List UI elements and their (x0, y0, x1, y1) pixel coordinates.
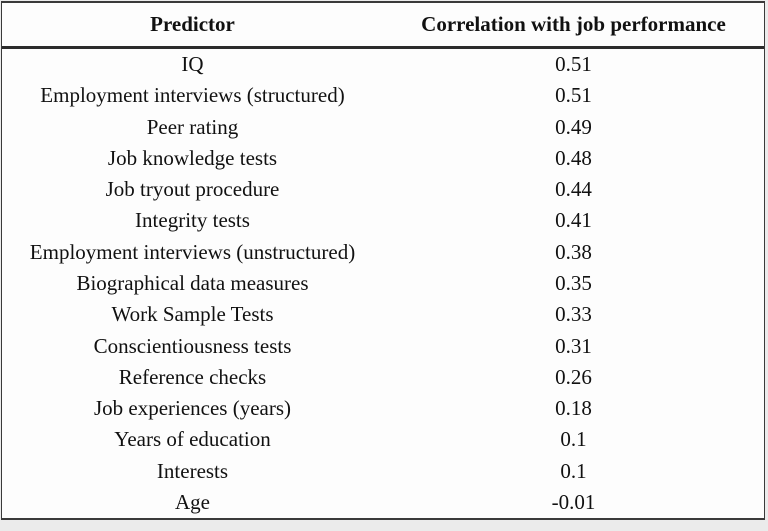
cell-correlation: 0.35 (555, 270, 592, 295)
cell-predictor: Interests (156, 458, 229, 483)
cell-predictor: Job tryout procedure (105, 177, 280, 202)
table-row: Employment interviews (structured) 0.51 (2, 80, 764, 111)
cell-correlation: 0.48 (555, 145, 592, 170)
cell-correlation: 0.49 (555, 114, 592, 139)
cell-predictor: Reference checks (118, 364, 267, 389)
table-row: Age -0.01 (2, 487, 764, 518)
cell-predictor: IQ (181, 52, 204, 77)
table-row: Peer rating 0.49 (2, 112, 764, 143)
cell-correlation: -0.01 (551, 489, 596, 514)
correlation-table: Predictor Correlation with job performan… (1, 1, 765, 520)
cell-predictor: Conscientiousness tests (93, 333, 292, 358)
cell-correlation: 0.1 (560, 427, 587, 452)
table-header-row: Predictor Correlation with job performan… (2, 3, 764, 49)
cell-correlation: 0.31 (555, 333, 592, 358)
cell-correlation: 0.41 (555, 208, 592, 233)
table-row: Job experiences (years) 0.18 (2, 393, 764, 424)
table-row: Job tryout procedure 0.44 (2, 174, 764, 205)
cell-predictor: Work Sample Tests (111, 302, 274, 327)
table-row: IQ 0.51 (2, 49, 764, 80)
cell-correlation: 0.38 (555, 239, 592, 264)
cell-predictor: Years of education (114, 427, 271, 452)
cell-correlation: 0.1 (560, 458, 587, 483)
table-body: IQ 0.51 Employment interviews (structured)… (2, 49, 764, 518)
cell-predictor: Integrity tests (135, 208, 250, 233)
cell-correlation: 0.51 (555, 83, 592, 108)
cell-predictor: Job experiences (years) (93, 396, 292, 421)
cell-predictor: Job knowledge tests (107, 145, 278, 170)
cell-correlation: 0.51 (555, 52, 592, 77)
table-row: Years of education 0.1 (2, 424, 764, 455)
cell-predictor: Employment interviews (unstructured) (29, 239, 356, 264)
cell-correlation: 0.44 (555, 177, 592, 202)
cell-correlation: 0.33 (555, 302, 592, 327)
table-row: Conscientiousness tests 0.31 (2, 330, 764, 361)
column-header-predictor: Predictor (150, 12, 235, 36)
cell-predictor: Biographical data measures (76, 270, 309, 295)
table-row: Interests 0.1 (2, 455, 764, 486)
column-header-correlation: Correlation with job performance (421, 12, 726, 36)
cell-predictor: Employment interviews (structured) (40, 83, 345, 108)
table-row: Reference checks 0.26 (2, 362, 764, 393)
table-row: Biographical data measures 0.35 (2, 268, 764, 299)
table-row: Employment interviews (unstructured) 0.38 (2, 237, 764, 268)
cell-correlation: 0.18 (555, 396, 592, 421)
table-row: Work Sample Tests 0.33 (2, 299, 764, 330)
cell-predictor: Age (175, 489, 210, 514)
cell-predictor: Peer rating (146, 114, 239, 139)
cell-correlation: 0.26 (555, 364, 592, 389)
table-row: Job knowledge tests 0.48 (2, 143, 764, 174)
table-row: Integrity tests 0.41 (2, 205, 764, 236)
